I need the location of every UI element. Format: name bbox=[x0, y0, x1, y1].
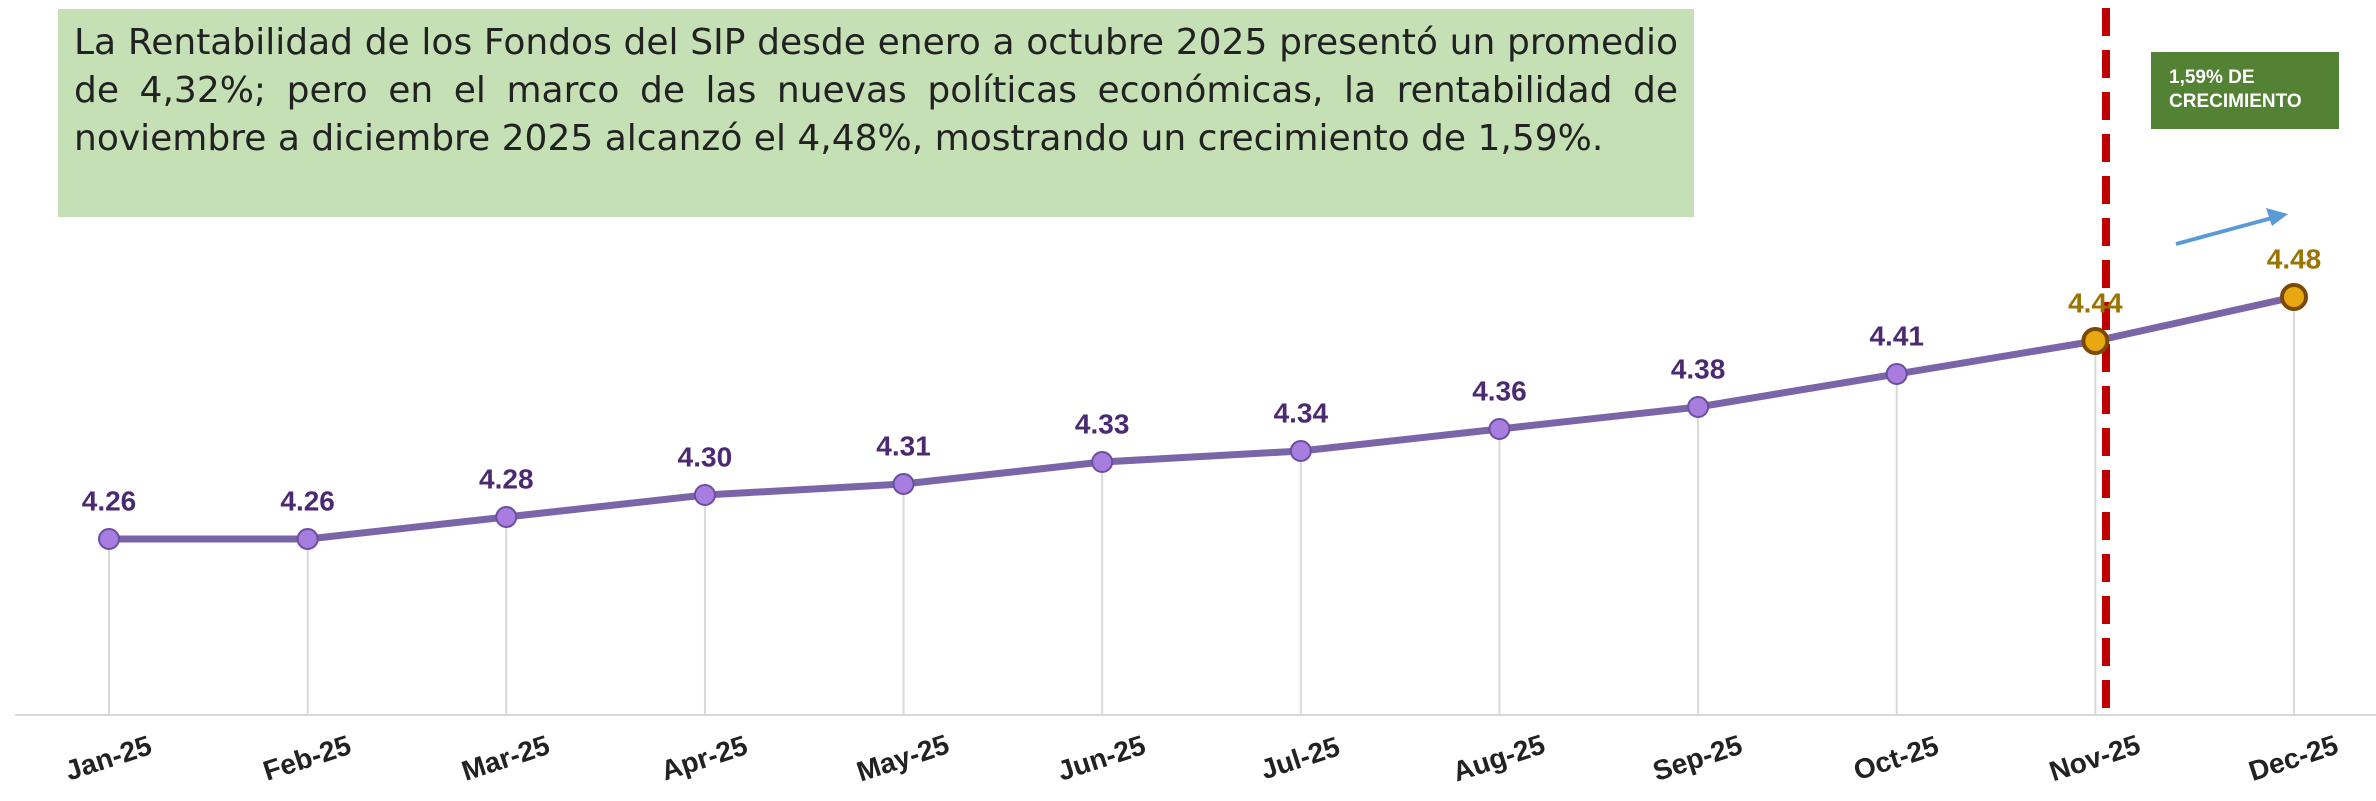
data-label: 4.41 bbox=[1869, 320, 1924, 351]
point bbox=[1885, 363, 1908, 385]
annotation-line: 1,59% DE bbox=[2169, 67, 2255, 88]
point bbox=[1687, 396, 1710, 418]
x-tick-label: Nov-25 bbox=[2046, 729, 2144, 787]
note-box: La Rentabilidad de los Fondos del SIP de… bbox=[58, 9, 1694, 217]
point bbox=[296, 528, 319, 550]
x-tick-label: Feb-25 bbox=[259, 729, 354, 786]
data-label: 4.33 bbox=[1075, 408, 1130, 439]
point bbox=[2280, 283, 2308, 311]
data-label: 4.28 bbox=[479, 463, 534, 494]
point bbox=[892, 473, 915, 495]
annotation-box: 1,59% DE CRECIMIENTO bbox=[2151, 52, 2339, 129]
x-tick-label: Apr-25 bbox=[657, 730, 751, 787]
point bbox=[2081, 327, 2110, 355]
point bbox=[495, 506, 518, 528]
x-tick-label: May-25 bbox=[853, 729, 953, 788]
point bbox=[693, 484, 716, 506]
x-tick-label: Jan-25 bbox=[61, 730, 155, 787]
data-label: 4.26 bbox=[280, 485, 335, 516]
data-label: 4.26 bbox=[82, 485, 137, 516]
arrow-head bbox=[2266, 208, 2288, 226]
data-label: 4.48 bbox=[2267, 243, 2322, 274]
x-tick-label: Jun-25 bbox=[1054, 729, 1149, 786]
point bbox=[1091, 451, 1114, 473]
line-segment bbox=[1893, 337, 2099, 378]
line bbox=[109, 370, 1898, 543]
arrow bbox=[2175, 216, 2273, 246]
annotation-line: CRECIMIENTO bbox=[2169, 91, 2302, 112]
point bbox=[1488, 418, 1511, 440]
line bbox=[2094, 293, 2295, 345]
x-tick-label: Sep-25 bbox=[1649, 729, 1746, 787]
data-label: 4.38 bbox=[1671, 353, 1726, 384]
x-tick-label: Mar-25 bbox=[458, 729, 553, 786]
x-tick-label: Dec-25 bbox=[2245, 729, 2342, 787]
x-tick-label: Oct-25 bbox=[1850, 730, 1942, 786]
point bbox=[98, 528, 120, 550]
data-label: 4.44 bbox=[2068, 287, 2123, 318]
point bbox=[1289, 440, 1312, 462]
data-label: 4.31 bbox=[876, 430, 931, 461]
data-label: 4.36 bbox=[1472, 375, 1527, 406]
x-tick-label: Aug-25 bbox=[1449, 729, 1549, 788]
data-label: 4.30 bbox=[678, 441, 733, 472]
data-label: 4.34 bbox=[1274, 397, 1329, 428]
x-tick-label: Jul-25 bbox=[1257, 731, 1344, 785]
